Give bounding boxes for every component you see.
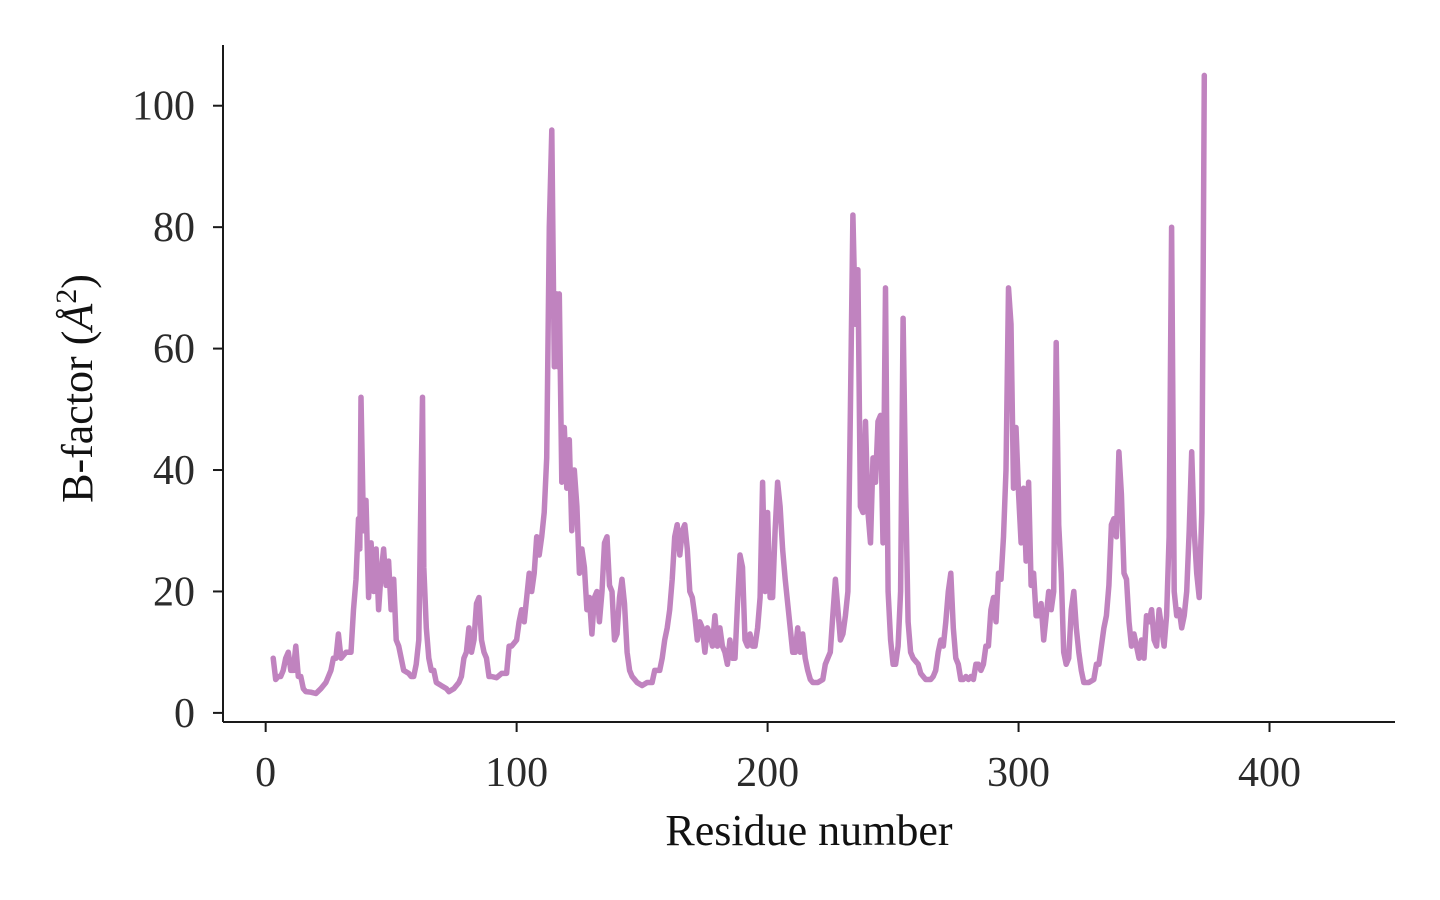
y-tick-label: 40 — [153, 448, 195, 494]
y-axis-title: B-factor (Å2) — [50, 274, 103, 503]
y-tick-label: 80 — [153, 205, 195, 251]
y-axis-ticks: 0 20 40 60 80 100 — [132, 84, 223, 737]
y-tick-label: 0 — [174, 691, 195, 737]
y-axis-title-close: ) — [53, 274, 102, 289]
x-axis-ticks: 0 100 200 300 400 — [255, 722, 1301, 796]
y-tick-label: 60 — [153, 327, 195, 373]
x-tick-label: 100 — [485, 750, 548, 796]
y-axis-title-superscript: 2 — [50, 289, 83, 304]
x-tick-label: 300 — [987, 750, 1050, 796]
x-tick-label: 200 — [736, 750, 799, 796]
y-tick-label: 100 — [132, 84, 195, 130]
x-axis-title: Residue number — [665, 806, 953, 855]
series-layer — [270, 72, 1208, 697]
y-tick-label: 20 — [153, 569, 195, 615]
y-axis-title-text: B-factor ( — [53, 331, 102, 503]
x-tick-label: 400 — [1238, 750, 1301, 796]
x-tick-label: 0 — [255, 750, 276, 796]
b-factor-series-line — [270, 72, 1208, 697]
y-axis-title-unit: Å — [53, 303, 102, 334]
